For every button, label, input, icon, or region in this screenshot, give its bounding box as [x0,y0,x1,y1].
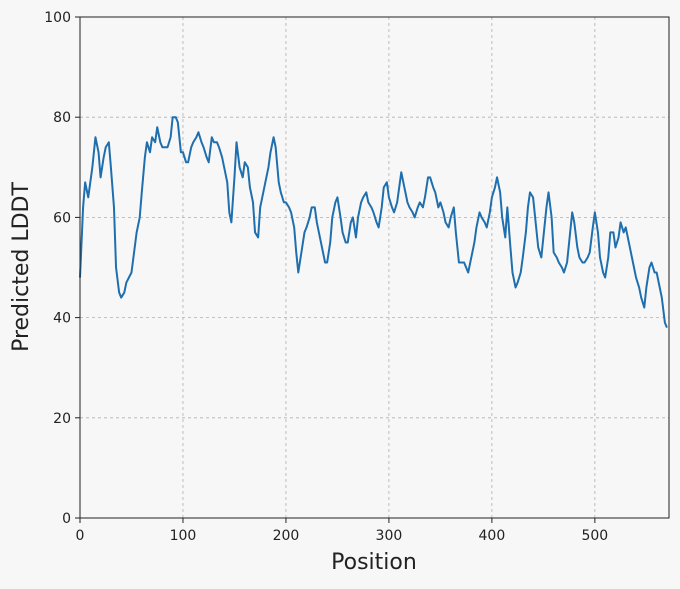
y-tick-label: 40 [53,311,71,327]
y-tick-label: 100 [44,10,71,26]
y-tick-label: 60 [53,210,71,226]
x-axis-label: Position [331,550,417,575]
x-tick-label: 400 [479,528,506,544]
data-line [79,116,668,329]
x-tick-label: 0 [76,528,85,544]
x-tick-label: 200 [273,528,300,544]
y-tick-label: 20 [53,411,71,427]
y-axis-label: Predicted LDDT [9,182,34,352]
x-tick-label: 500 [581,528,608,544]
x-tick-label: 100 [170,528,197,544]
y-tick-label: 0 [62,511,71,527]
plot-frame [79,16,670,519]
y-tick-label: 80 [53,110,71,126]
x-tick-label: 300 [376,528,403,544]
plot-area [80,17,669,518]
